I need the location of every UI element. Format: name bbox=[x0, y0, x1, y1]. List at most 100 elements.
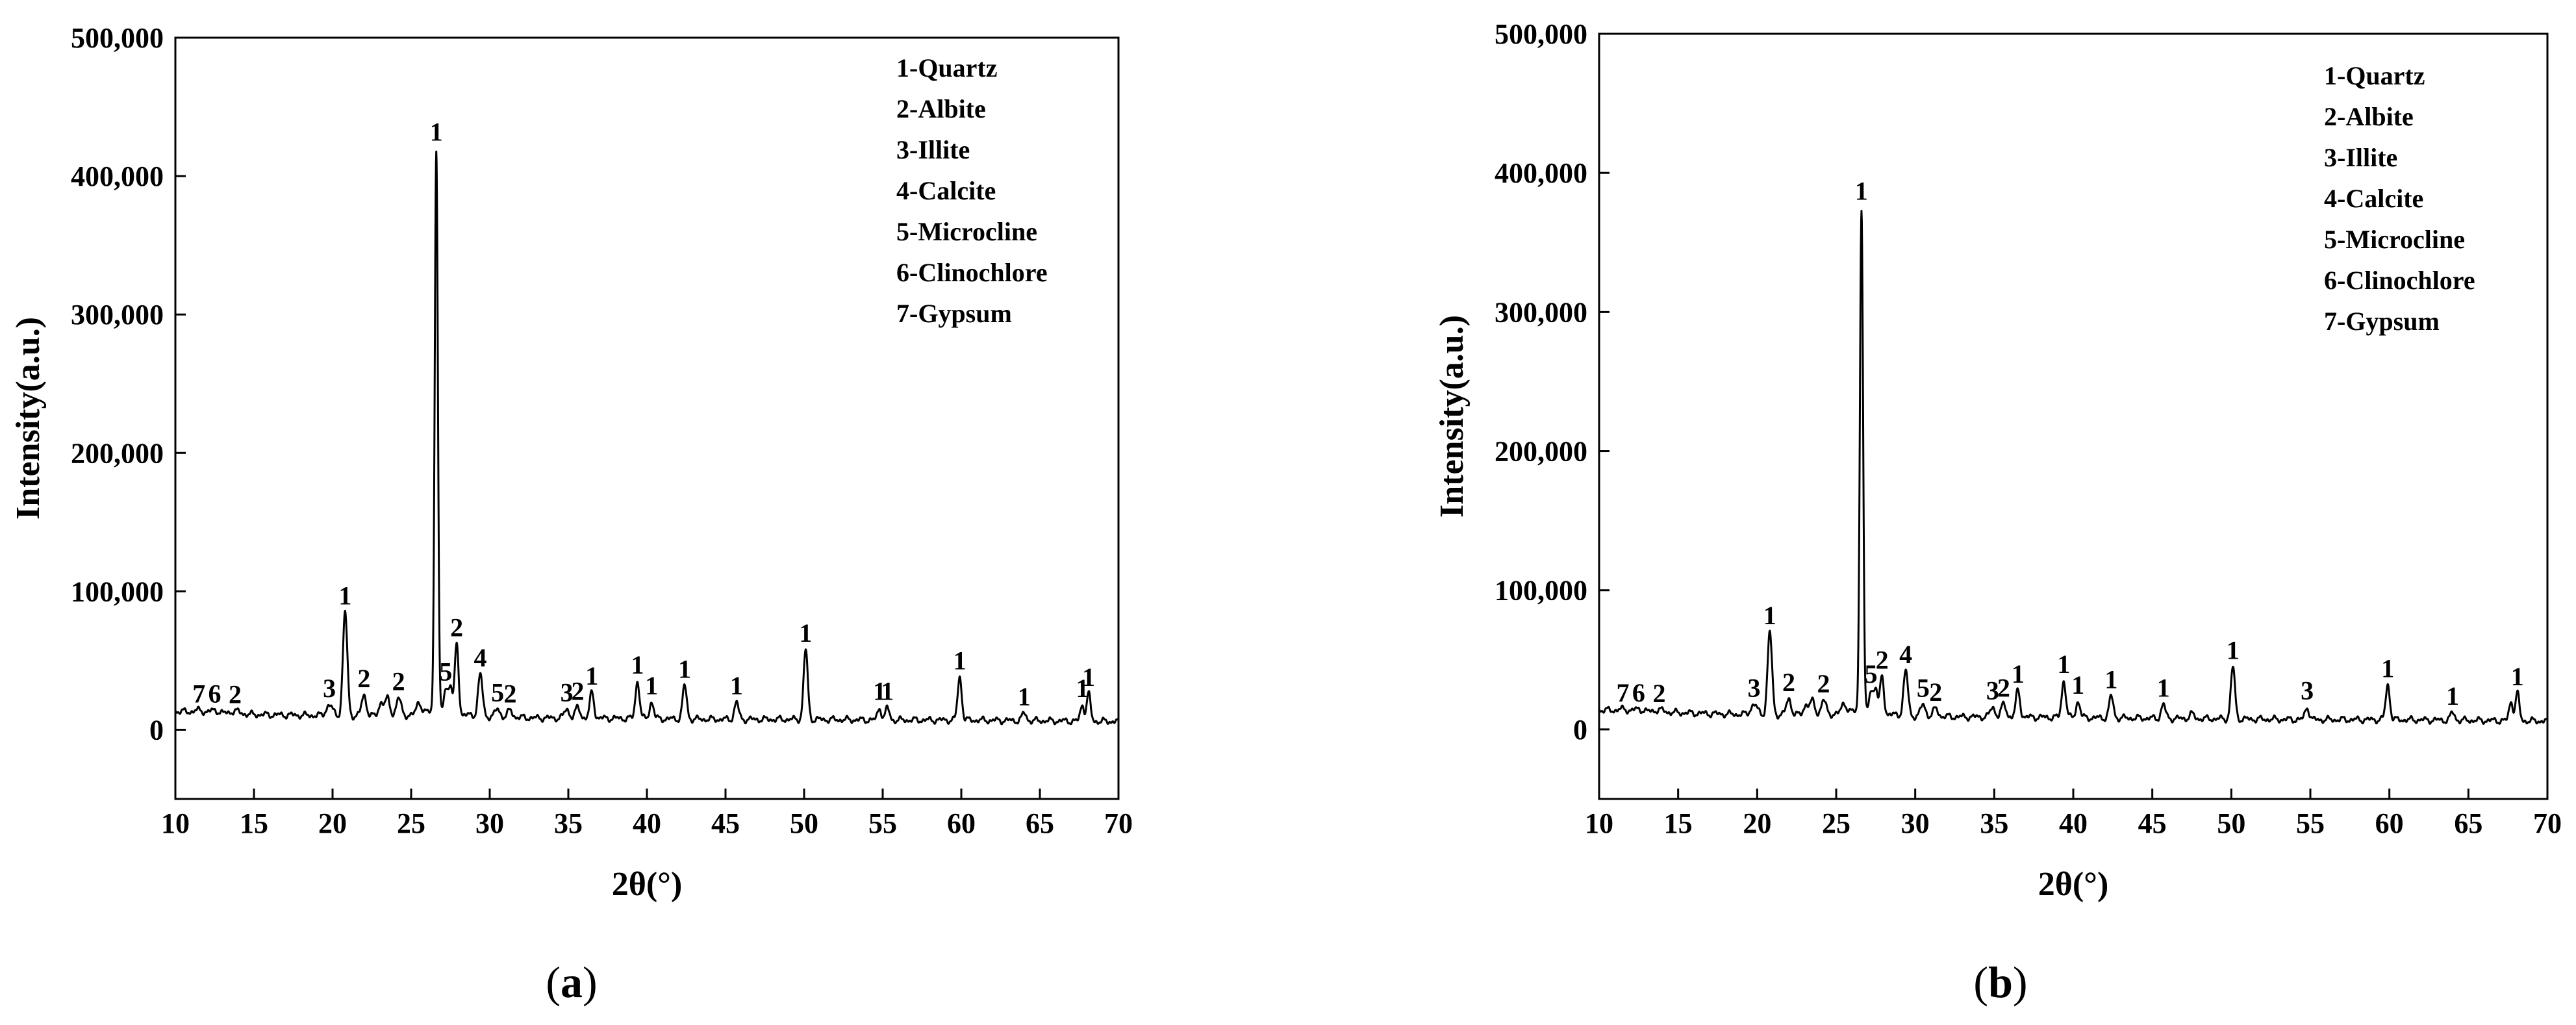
p1-y-axis-title: Intensity(a.u.) bbox=[1433, 315, 1471, 518]
p0-peak-label: 1 bbox=[430, 117, 443, 146]
p0-peak-label: 1 bbox=[338, 581, 351, 610]
p0-legend-entry: 3-Illite bbox=[896, 135, 970, 164]
p1-peak-label: 3 bbox=[2301, 676, 2314, 705]
p0-peak-label: 5 bbox=[491, 677, 504, 707]
p0-legend-entry: 7-Gypsum bbox=[896, 299, 1012, 328]
p1-x-tick-label: 35 bbox=[1980, 807, 2008, 839]
p0-y-tick-label: 100,000 bbox=[71, 576, 164, 607]
p0-peak-label: 1 bbox=[873, 676, 886, 705]
p1-peak-label: 3 bbox=[1747, 673, 1760, 702]
p0-peak-label: 5 bbox=[439, 657, 452, 687]
p0-legend-entry: 6-Clinochlore bbox=[896, 258, 1048, 287]
p0-y-axis-title: Intensity(a.u.) bbox=[10, 317, 47, 520]
p0-y-tick-label: 0 bbox=[149, 714, 164, 746]
p0-peak-label: 1 bbox=[799, 618, 812, 648]
p0-x-tick-label: 65 bbox=[1026, 807, 1054, 839]
p0-peak-label: 2 bbox=[392, 666, 405, 696]
p0-peak-label: 1 bbox=[678, 654, 691, 683]
p0-x-tick-label: 30 bbox=[475, 807, 504, 839]
p1-y-tick-label: 300,000 bbox=[1495, 296, 1587, 328]
p1-peak-label: 2 bbox=[1652, 679, 1665, 708]
p0-x-tick-label: 70 bbox=[1104, 807, 1133, 839]
p0-x-tick-label: 60 bbox=[947, 807, 976, 839]
p0-x-tick-label: 50 bbox=[790, 807, 818, 839]
p0-legend-entry: 5-Microcline bbox=[896, 217, 1037, 246]
p0-x-tick-label: 35 bbox=[554, 807, 583, 839]
p0-peak-label: 4 bbox=[474, 643, 486, 672]
p0-peak-label: 2 bbox=[229, 680, 242, 709]
p0-y-tick-label: 500,000 bbox=[71, 22, 164, 54]
p0-peak-label: 7 bbox=[192, 679, 205, 709]
p0-x-tick-label: 10 bbox=[161, 807, 190, 839]
p1-peak-label: 1 bbox=[2446, 681, 2459, 711]
p1-peak-label: 1 bbox=[2227, 636, 2240, 665]
p1-peak-label: 2 bbox=[1929, 677, 1942, 707]
p0-panel-caption: (a) bbox=[546, 957, 597, 1007]
p1-peak-label: 1 bbox=[2381, 653, 2394, 683]
p0-x-tick-label: 40 bbox=[633, 807, 661, 839]
p0-x-tick-label: 25 bbox=[397, 807, 425, 839]
p0-x-tick-label: 15 bbox=[240, 807, 268, 839]
p0-peak-label: 1 bbox=[881, 676, 894, 705]
p1-peak-label: 1 bbox=[2012, 659, 2025, 689]
p1-x-tick-label: 70 bbox=[2533, 807, 2562, 839]
p0-legend-entry: 1-Quartz bbox=[896, 53, 998, 82]
p1-x-tick-label: 65 bbox=[2454, 807, 2482, 839]
p0-peak-label: 1 bbox=[730, 671, 743, 700]
p1-peak-label: 5 bbox=[1917, 673, 1930, 702]
p1-peak-point bbox=[1860, 207, 1863, 209]
p0-legend-entry: 2-Albite bbox=[896, 94, 986, 123]
p1-peak-label: 1 bbox=[1763, 601, 1776, 630]
p1-x-tick-label: 60 bbox=[2375, 807, 2404, 839]
p1-x-axis-title: 2θ(°) bbox=[2038, 866, 2109, 903]
p0-caption-open: ( bbox=[546, 957, 561, 1007]
p1-peak-label: 1 bbox=[2511, 662, 2524, 691]
p0-peak-label: 2 bbox=[357, 664, 370, 693]
p1-legend-entry: 2-Albite bbox=[2324, 102, 2414, 131]
p1-legend-entry: 5-Microcline bbox=[2324, 225, 2465, 254]
p1-legend-entry: 7-Gypsum bbox=[2324, 307, 2440, 336]
p0-peak-label: 6 bbox=[208, 679, 221, 709]
p1-caption-open: ( bbox=[1973, 957, 1988, 1007]
p1-x-tick-label: 20 bbox=[1743, 807, 1771, 839]
p1-y-tick-label: 100,000 bbox=[1495, 575, 1587, 607]
p1-x-tick-label: 50 bbox=[2217, 807, 2245, 839]
p0-peak-label: 3 bbox=[323, 674, 336, 703]
p0-legend-entry: 4-Calcite bbox=[896, 176, 996, 205]
p1-peak-label: 1 bbox=[2157, 673, 2170, 702]
p0-peak-label: 3 bbox=[561, 677, 574, 707]
p1-x-tick-label: 45 bbox=[2138, 807, 2167, 839]
p1-x-tick-label: 25 bbox=[1822, 807, 1850, 839]
chart-panel-b: 10 15 20 25 30 35 40 45 50 55 60 65 700100,000200,00… bbox=[1433, 18, 2562, 1007]
p0-peak-label: 1 bbox=[645, 671, 658, 700]
p1-legend-entry: 6-Clinochlore bbox=[2324, 266, 2475, 295]
p1-peak-label: 2 bbox=[1782, 668, 1795, 697]
p1-peak-label: 1 bbox=[2057, 650, 2070, 679]
p0-x-tick-label: 20 bbox=[318, 807, 347, 839]
p1-peak-label: 2 bbox=[1876, 646, 1889, 675]
p1-peak-label: 1 bbox=[2104, 665, 2117, 694]
p0-x-axis-title: 2θ(°) bbox=[612, 866, 683, 903]
p1-x-tick-label: 40 bbox=[2059, 807, 2088, 839]
p1-x-tick-label: 30 bbox=[1901, 807, 1930, 839]
p1-y-tick-label: 0 bbox=[1573, 714, 1587, 746]
p0-caption-close: ) bbox=[583, 957, 598, 1007]
p0-peak-label: 1 bbox=[631, 650, 644, 679]
p0-y-tick-label: 400,000 bbox=[71, 160, 164, 192]
p0-peak-label: 1 bbox=[585, 661, 598, 690]
p1-x-tick-label: 15 bbox=[1664, 807, 1693, 839]
p0-x-tick-label: 45 bbox=[711, 807, 740, 839]
p1-y-tick-label: 500,000 bbox=[1495, 18, 1587, 50]
p1-legend-entry: 1-Quartz bbox=[2324, 61, 2425, 90]
p1-y-tick-label: 400,000 bbox=[1495, 157, 1587, 189]
p0-peak-label: 1 bbox=[1018, 682, 1031, 711]
p0-caption-letter: a bbox=[561, 957, 583, 1007]
p0-x-tick-label: 55 bbox=[868, 807, 897, 839]
p1-caption-letter: b bbox=[1988, 957, 2013, 1007]
p1-peak-label: 4 bbox=[1899, 640, 1912, 669]
p1-peak-label: 6 bbox=[1632, 678, 1645, 707]
p0-y-tick-label: 300,000 bbox=[71, 299, 164, 331]
p1-legend-entry: 4-Calcite bbox=[2324, 184, 2423, 213]
p0-peak-label: 2 bbox=[572, 676, 585, 705]
